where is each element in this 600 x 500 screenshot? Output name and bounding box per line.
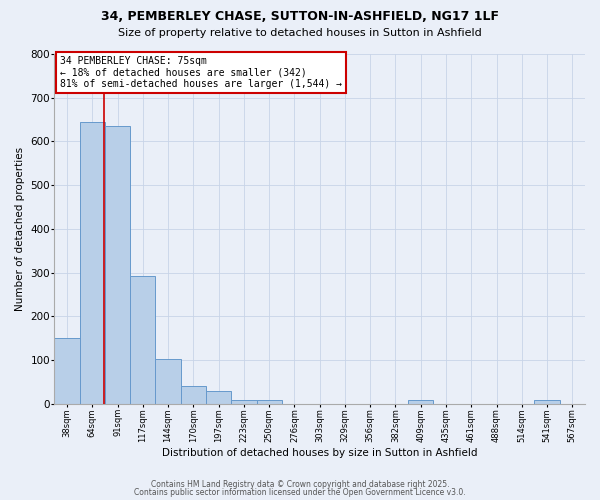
- Text: 34, PEMBERLEY CHASE, SUTTON-IN-ASHFIELD, NG17 1LF: 34, PEMBERLEY CHASE, SUTTON-IN-ASHFIELD,…: [101, 10, 499, 23]
- Bar: [181, 386, 206, 404]
- Bar: [257, 400, 282, 404]
- Text: Size of property relative to detached houses in Sutton in Ashfield: Size of property relative to detached ho…: [118, 28, 482, 38]
- Text: Contains public sector information licensed under the Open Government Licence v3: Contains public sector information licen…: [134, 488, 466, 497]
- Bar: [130, 276, 155, 404]
- Bar: [155, 359, 181, 404]
- Text: 34 PEMBERLEY CHASE: 75sqm
← 18% of detached houses are smaller (342)
81% of semi: 34 PEMBERLEY CHASE: 75sqm ← 18% of detac…: [59, 56, 341, 89]
- Bar: [535, 400, 560, 404]
- Bar: [105, 126, 130, 404]
- Bar: [206, 391, 231, 404]
- X-axis label: Distribution of detached houses by size in Sutton in Ashfield: Distribution of detached houses by size …: [162, 448, 478, 458]
- Text: Contains HM Land Registry data © Crown copyright and database right 2025.: Contains HM Land Registry data © Crown c…: [151, 480, 449, 489]
- Bar: [55, 338, 80, 404]
- Y-axis label: Number of detached properties: Number of detached properties: [15, 147, 25, 311]
- Bar: [408, 400, 433, 404]
- Bar: [231, 400, 257, 404]
- Bar: [80, 122, 105, 404]
